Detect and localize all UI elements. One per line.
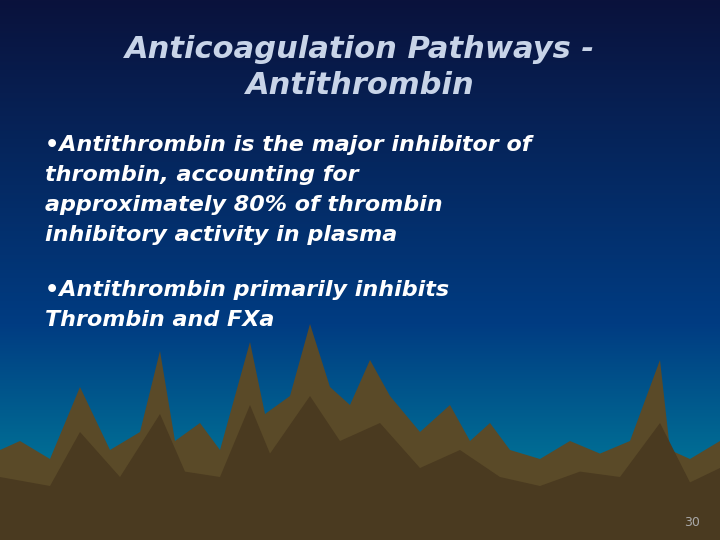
Text: Anticoagulation Pathways -: Anticoagulation Pathways - (125, 36, 595, 64)
Text: •Antithrombin is the major inhibitor of: •Antithrombin is the major inhibitor of (45, 135, 531, 155)
Text: Thrombin and FXa: Thrombin and FXa (45, 310, 274, 330)
Text: 30: 30 (684, 516, 700, 529)
Text: inhibitory activity in plasma: inhibitory activity in plasma (45, 225, 397, 245)
Polygon shape (480, 468, 720, 540)
Text: thrombin, accounting for: thrombin, accounting for (45, 165, 359, 185)
Polygon shape (0, 324, 720, 540)
Text: Antithrombin: Antithrombin (246, 71, 474, 99)
Polygon shape (0, 396, 720, 540)
Text: •Antithrombin primarily inhibits: •Antithrombin primarily inhibits (45, 280, 449, 300)
Text: approximately 80% of thrombin: approximately 80% of thrombin (45, 195, 443, 215)
